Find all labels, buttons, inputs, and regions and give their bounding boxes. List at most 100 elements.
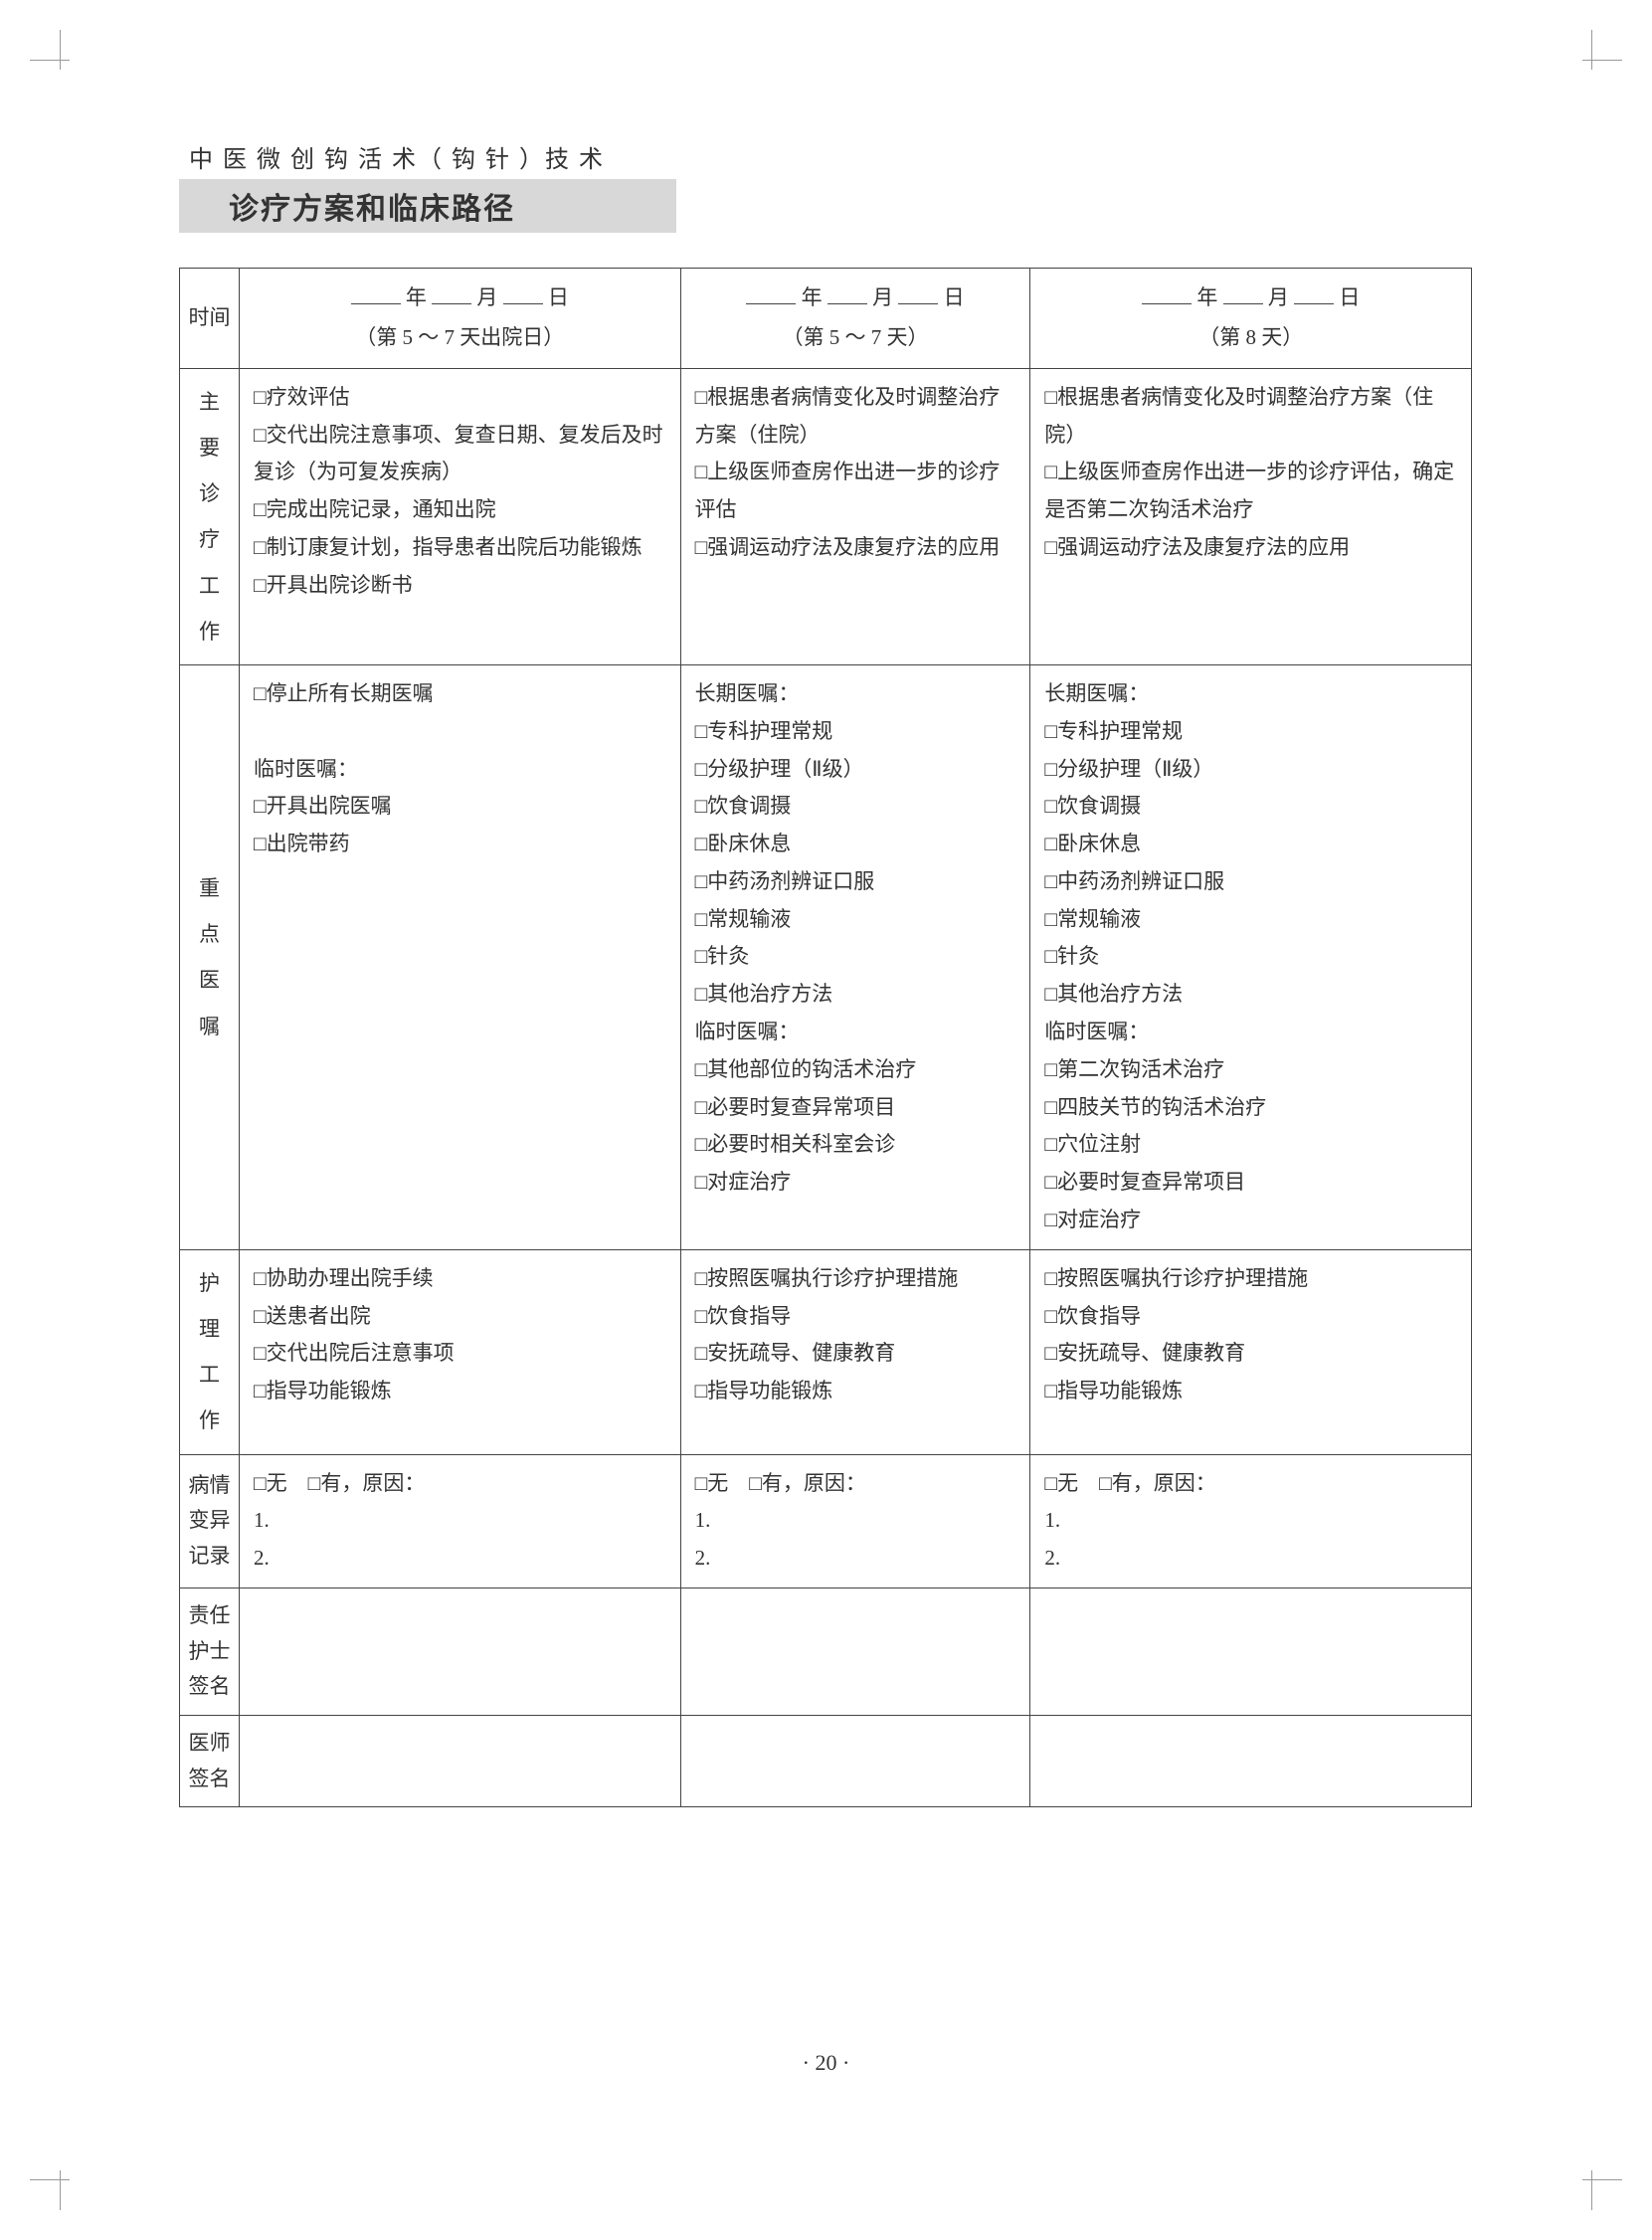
text-line: □按照医嘱执行诊疗护理措施: [1044, 1260, 1457, 1298]
text-line: 签名: [189, 1762, 231, 1797]
text-line: 病情: [189, 1468, 231, 1504]
text-line: 嘱: [199, 1004, 220, 1049]
clinical-pathway-table: 时间 年 月 日 （第 5 ～ 7 天出院日） 年 月 日 （第 5 ～ 7 天…: [179, 268, 1472, 1807]
text-line: □安抚疏导、健康教育: [695, 1335, 1016, 1373]
text-line: 临时医嘱：: [695, 1014, 1016, 1051]
text-line: 临时医嘱：: [254, 751, 666, 789]
text-line: 主: [199, 379, 220, 425]
text-line: □停止所有长期医嘱: [254, 675, 666, 713]
text-line: 理: [199, 1306, 220, 1352]
page-number: · 20 ·: [0, 2050, 1652, 2076]
text-line: 护: [199, 1260, 220, 1306]
nursing-col1: □按照医嘱执行诊疗护理措施□饮食指导□安抚疏导、健康教育□指导功能锻炼: [680, 1249, 1030, 1454]
text-line: 长期医嘱：: [1044, 675, 1457, 713]
main-treatment-col1: □根据患者病情变化及时调整治疗方案（住院）□上级医师查房作出进一步的诊疗评估□强…: [680, 368, 1030, 664]
text-line: 责任: [189, 1598, 231, 1634]
text-line: 作: [199, 609, 220, 654]
header-row: 时间 年 月 日 （第 5 ～ 7 天出院日） 年 月 日 （第 5 ～ 7 天…: [180, 269, 1472, 369]
main-treatment-col2: □根据患者病情变化及时调整治疗方案（住院）□上级医师查房作出进一步的诊疗评估，确…: [1030, 368, 1472, 664]
text-line: □卧床休息: [695, 826, 1016, 863]
doctor-sig-col0: [240, 1716, 681, 1807]
text-line: 工: [199, 1352, 220, 1398]
crop-mark: [30, 30, 80, 80]
text-line: □卧床休息: [1044, 826, 1457, 863]
text-line: 变异: [189, 1503, 231, 1539]
col-1-header: 年 月 日 （第 5 ～ 7 天）: [680, 269, 1030, 369]
nursing-header: 护理工作: [180, 1249, 240, 1454]
nursing-row: 护理工作 □协助办理出院手续□送患者出院□交代出院后注意事项□指导功能锻炼 □按…: [180, 1249, 1472, 1454]
text-line: 医: [199, 957, 220, 1003]
col-0-header: 年 月 日 （第 5 ～ 7 天出院日）: [240, 269, 681, 369]
text-line: □开具出院医嘱: [254, 788, 666, 826]
text-line: □强调运动疗法及康复疗法的应用: [1044, 529, 1457, 567]
text-line: □根据患者病情变化及时调整治疗方案（住院）: [695, 379, 1016, 455]
header-top-line: 中 医 微 创 钩 活 术（ 钩 针 ）技 术: [179, 139, 1472, 174]
text-line: □必要时复查异常项目: [1044, 1164, 1457, 1202]
text-line: □开具出院诊断书: [254, 567, 666, 605]
text-line: □穴位注射: [1044, 1126, 1457, 1164]
col-2-header: 年 月 日 （第 8 天）: [1030, 269, 1472, 369]
text-line: □强调运动疗法及康复疗法的应用: [695, 529, 1016, 567]
text-line: □第二次钩活术治疗: [1044, 1051, 1457, 1089]
text-line: 1.: [254, 1502, 666, 1540]
text-line: □协助办理出院手续: [254, 1260, 666, 1298]
text-line: 作: [199, 1398, 220, 1443]
text-line: □针灸: [695, 938, 1016, 976]
nursing-col0: □协助办理出院手续□送患者出院□交代出院后注意事项□指导功能锻炼: [240, 1249, 681, 1454]
variation-row: 病情变异记录 □无 □有，原因：1.2. □无 □有，原因：1.2. □无 □有…: [180, 1454, 1472, 1587]
text-line: □指导功能锻炼: [1044, 1373, 1457, 1410]
variation-header: 病情变异记录: [180, 1454, 240, 1587]
page-content: 中 医 微 创 钩 活 术（ 钩 针 ）技 术 诊疗方案和临床路径 时间 年 月…: [179, 139, 1472, 1807]
text-line: □常规输液: [695, 901, 1016, 939]
crop-mark: [1572, 2160, 1622, 2210]
nurse-sig-col2: [1030, 1588, 1472, 1716]
key-orders-header: 重点医嘱: [180, 664, 240, 1249]
text-line: □指导功能锻炼: [254, 1373, 666, 1410]
text-line: □无 □有，原因：: [254, 1465, 666, 1503]
text-line: [254, 713, 666, 751]
header-title: 诊疗方案和临床路径: [179, 179, 676, 233]
text-line: □中药汤剂辨证口服: [695, 863, 1016, 901]
text-line: □交代出院后注意事项: [254, 1335, 666, 1373]
doctor-sig-row: 医师签名: [180, 1716, 1472, 1807]
text-line: □四肢关节的钩活术治疗: [1044, 1089, 1457, 1127]
nurse-sig-col1: [680, 1588, 1030, 1716]
text-line: 护士: [189, 1634, 231, 1670]
text-line: 1.: [695, 1502, 1016, 1540]
text-line: □专科护理常规: [695, 713, 1016, 751]
text-line: □饮食指导: [695, 1298, 1016, 1336]
text-line: 工: [199, 563, 220, 609]
text-line: □对症治疗: [1044, 1202, 1457, 1239]
text-line: □疗效评估: [254, 379, 666, 417]
text-line: □指导功能锻炼: [695, 1373, 1016, 1410]
text-line: □送患者出院: [254, 1298, 666, 1336]
text-line: □其他治疗方法: [695, 976, 1016, 1014]
text-line: □完成出院记录，通知出院: [254, 491, 666, 529]
text-line: 重: [199, 865, 220, 911]
text-line: □按照医嘱执行诊疗护理措施: [695, 1260, 1016, 1298]
page-header: 中 医 微 创 钩 活 术（ 钩 针 ）技 术 诊疗方案和临床路径: [179, 139, 1472, 233]
key-orders-col1: 长期医嘱：□专科护理常规□分级护理（Ⅱ级）□饮食调摄□卧床休息□中药汤剂辨证口服…: [680, 664, 1030, 1249]
doctor-sig-col2: [1030, 1716, 1472, 1807]
main-treatment-header: 主要诊疗工作: [180, 368, 240, 664]
text-line: □常规输液: [1044, 901, 1457, 939]
time-header: 时间: [180, 269, 240, 369]
text-line: 点: [199, 911, 220, 957]
text-line: □根据患者病情变化及时调整治疗方案（住院）: [1044, 379, 1457, 455]
text-line: 2.: [254, 1540, 666, 1578]
text-line: □必要时复查异常项目: [695, 1089, 1016, 1127]
text-line: □饮食调摄: [1044, 788, 1457, 826]
text-line: □无 □有，原因：: [695, 1465, 1016, 1503]
text-line: □上级医师查房作出进一步的诊疗评估，确定是否第二次钩活术治疗: [1044, 454, 1457, 529]
text-line: 2.: [1044, 1540, 1457, 1578]
doctor-sig-col1: [680, 1716, 1030, 1807]
text-line: □针灸: [1044, 938, 1457, 976]
crop-mark: [1572, 30, 1622, 80]
doctor-sig-header: 医师签名: [180, 1716, 240, 1807]
text-line: □饮食指导: [1044, 1298, 1457, 1336]
text-line: □交代出院注意事项、复查日期、复发后及时复诊（为可复发疾病）: [254, 417, 666, 492]
text-line: 1.: [1044, 1502, 1457, 1540]
text-line: 记录: [189, 1539, 231, 1575]
text-line: □其他部位的钩活术治疗: [695, 1051, 1016, 1089]
variation-col2: □无 □有，原因：1.2.: [1030, 1454, 1472, 1587]
